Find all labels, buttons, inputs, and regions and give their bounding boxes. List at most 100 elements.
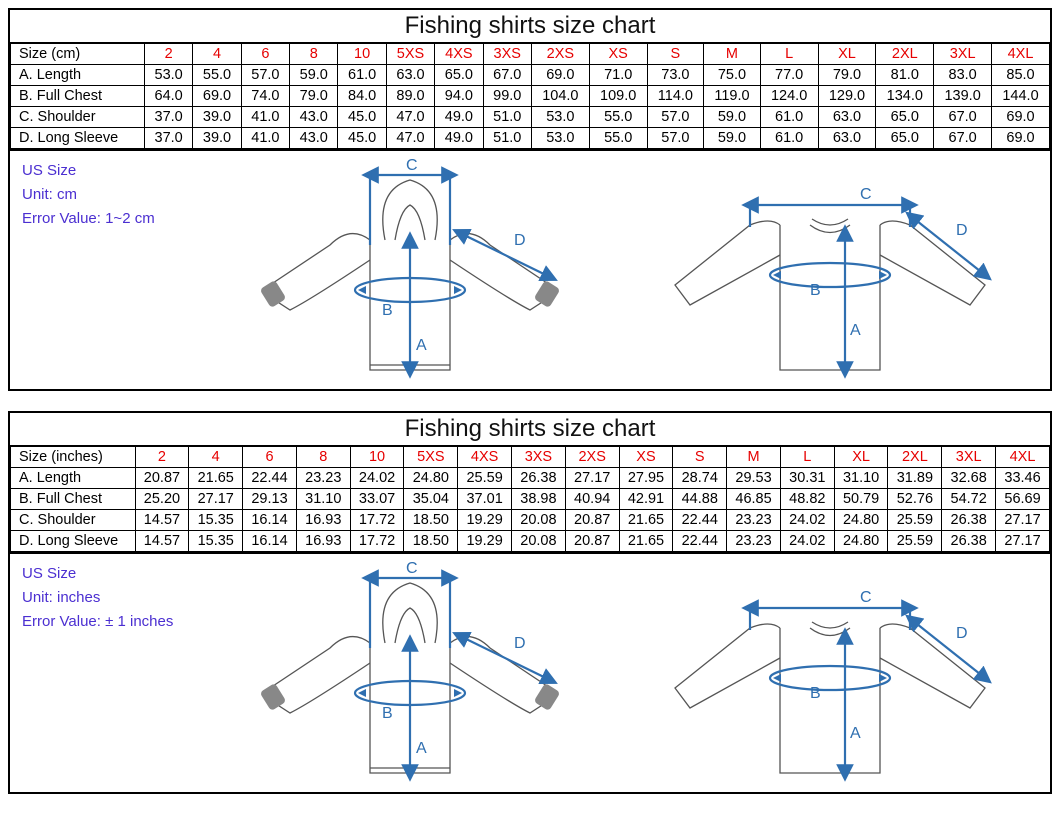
size-label: Size (inches)	[11, 447, 136, 468]
cell: 28.74	[673, 468, 727, 489]
cell: 77.0	[760, 65, 818, 86]
cell: 15.35	[189, 531, 243, 552]
cell: 14.57	[135, 510, 189, 531]
cell: 22.44	[243, 468, 297, 489]
cell: 65.0	[876, 128, 934, 149]
size-col: 5XS	[386, 44, 434, 65]
cell: 63.0	[386, 65, 434, 86]
cell: 18.50	[404, 531, 458, 552]
cell: 49.0	[435, 107, 483, 128]
row-label: C. Shoulder	[11, 510, 136, 531]
label-b: B	[810, 685, 821, 702]
row-label: C. Shoulder	[11, 107, 145, 128]
cell: 20.87	[135, 468, 189, 489]
cell: 89.0	[386, 86, 434, 107]
cell: 56.69	[996, 489, 1050, 510]
cell: 20.08	[512, 531, 566, 552]
cell: 44.88	[673, 489, 727, 510]
size-col: S	[673, 447, 727, 468]
table-row: D. Long Sleeve 37.039.041.043.045.047.04…	[11, 128, 1050, 149]
cell: 37.01	[458, 489, 512, 510]
cell: 55.0	[589, 107, 647, 128]
cell: 25.59	[458, 468, 512, 489]
cell: 63.0	[818, 107, 876, 128]
cell: 59.0	[704, 128, 761, 149]
cell: 48.82	[780, 489, 834, 510]
size-col: S	[647, 44, 704, 65]
cell: 69.0	[992, 128, 1050, 149]
cell: 47.0	[386, 128, 434, 149]
cell: 79.0	[818, 65, 876, 86]
cell: 57.0	[647, 107, 704, 128]
cell: 17.72	[350, 510, 404, 531]
cell: 53.0	[531, 128, 589, 149]
label-a: A	[850, 725, 861, 742]
size-col: 4XS	[435, 44, 483, 65]
row-label: A. Length	[11, 468, 136, 489]
size-col: L	[780, 447, 834, 468]
cell: 50.79	[834, 489, 888, 510]
cell: 73.0	[647, 65, 704, 86]
label-d: D	[956, 625, 968, 642]
size-table-inches: Size (inches) 2 4 6 8 10 5XS 4XS 3XS 2XS…	[10, 446, 1050, 552]
info-unit: Unit: inches	[22, 586, 198, 610]
cell: 26.38	[942, 510, 996, 531]
cell: 59.0	[704, 107, 761, 128]
label-b: B	[382, 302, 393, 319]
cell: 64.0	[144, 86, 192, 107]
cell: 20.08	[512, 510, 566, 531]
size-col: 10	[350, 447, 404, 468]
cell: 26.38	[512, 468, 566, 489]
cell: 85.0	[992, 65, 1050, 86]
cell: 71.0	[589, 65, 647, 86]
cell: 27.95	[619, 468, 673, 489]
table-row: A. Length 20.8721.6522.4423.2324.0224.80…	[11, 468, 1050, 489]
header-row: Size (cm) 2 4 6 8 10 5XS 4XS 3XS 2XS XS …	[11, 44, 1050, 65]
cell: 51.0	[483, 128, 531, 149]
size-col: 4XL	[992, 44, 1050, 65]
cell: 20.87	[565, 531, 619, 552]
cell: 21.65	[189, 468, 243, 489]
cell: 114.0	[647, 86, 704, 107]
table-row: A. Length 53.055.057.059.061.063.065.067…	[11, 65, 1050, 86]
cell: 33.07	[350, 489, 404, 510]
longsleeve-diagram-icon: C A B D	[650, 155, 1010, 385]
size-col: XS	[589, 44, 647, 65]
cell: 25.59	[888, 510, 942, 531]
cell: 25.20	[135, 489, 189, 510]
cell: 43.0	[290, 107, 338, 128]
cell: 46.85	[727, 489, 781, 510]
size-col: 6	[243, 447, 297, 468]
cell: 53.0	[531, 107, 589, 128]
size-table-cm: Size (cm) 2 4 6 8 10 5XS 4XS 3XS 2XS XS …	[10, 43, 1050, 149]
label-d: D	[514, 232, 526, 249]
cell: 24.80	[834, 531, 888, 552]
cell: 139.0	[934, 86, 992, 107]
cell: 57.0	[647, 128, 704, 149]
cell: 24.80	[834, 510, 888, 531]
cell: 53.0	[144, 65, 192, 86]
cell: 43.0	[290, 128, 338, 149]
info-unit: Unit: cm	[22, 183, 198, 207]
cell: 35.04	[404, 489, 458, 510]
cell: 31.89	[888, 468, 942, 489]
size-col: 3XS	[483, 44, 531, 65]
cell: 45.0	[338, 128, 386, 149]
size-col: 4	[189, 447, 243, 468]
size-col: 8	[296, 447, 350, 468]
size-col: 2	[135, 447, 189, 468]
cell: 74.0	[241, 86, 289, 107]
size-col: 3XL	[942, 447, 996, 468]
cell: 83.0	[934, 65, 992, 86]
cell: 23.23	[296, 468, 350, 489]
cell: 24.02	[350, 468, 404, 489]
size-col: 4	[193, 44, 241, 65]
cell: 22.44	[673, 510, 727, 531]
cell: 27.17	[189, 489, 243, 510]
row-label: B. Full Chest	[11, 489, 136, 510]
cell: 119.0	[704, 86, 761, 107]
cell: 19.29	[458, 531, 512, 552]
cell: 15.35	[189, 510, 243, 531]
cell: 27.17	[996, 510, 1050, 531]
cell: 144.0	[992, 86, 1050, 107]
